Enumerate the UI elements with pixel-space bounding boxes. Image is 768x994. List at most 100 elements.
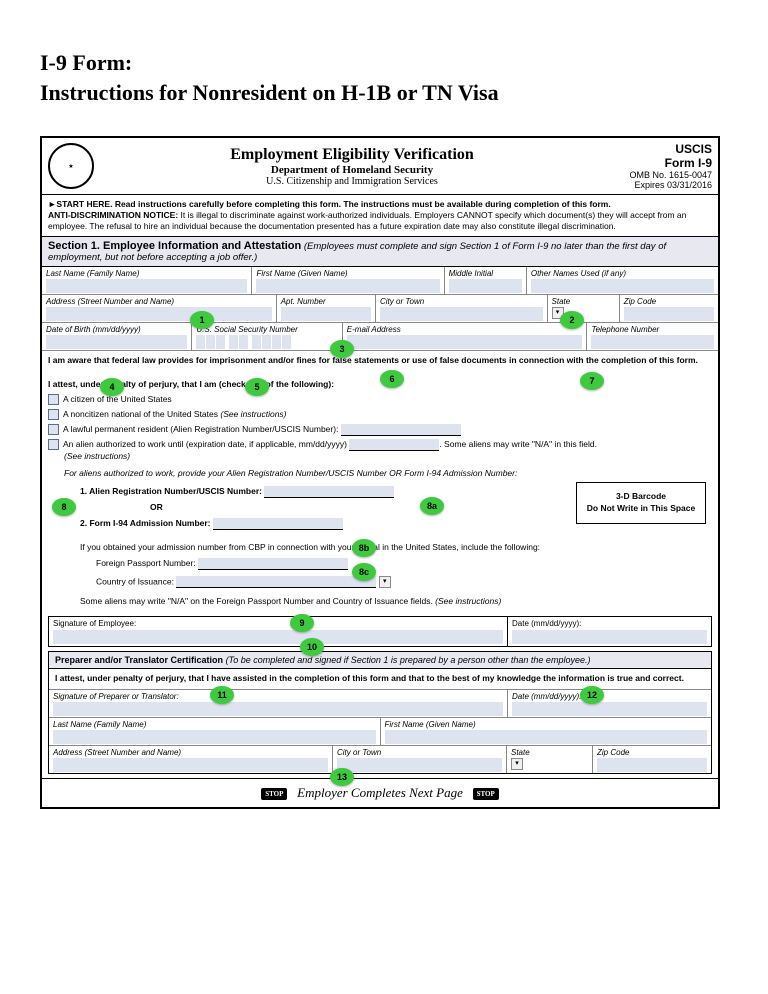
prep-sig-input[interactable] bbox=[53, 702, 503, 716]
prep-city-input[interactable] bbox=[337, 758, 502, 772]
passport-label: Foreign Passport Number: bbox=[96, 558, 196, 568]
marker-12: 12 bbox=[580, 686, 604, 704]
form-no: Form I-9 bbox=[602, 156, 712, 170]
attestation-block: I am aware that federal law provides for… bbox=[42, 351, 718, 612]
page: I-9 Form: Instructions for Nonresident o… bbox=[0, 0, 768, 829]
section1-title: Section 1. Employee Information and Atte… bbox=[48, 240, 301, 252]
state-label: State bbox=[552, 297, 615, 306]
cbp-text: If you obtained your admission number fr… bbox=[80, 542, 540, 552]
footer-text: Employer Completes Next Page bbox=[297, 785, 463, 800]
email-label: E-mail Address bbox=[347, 325, 583, 334]
dob-input[interactable] bbox=[46, 335, 187, 349]
last-name-label: Last Name (Family Name) bbox=[46, 269, 247, 278]
dob-row: Date of Birth (mm/dd/yyyy) U.S. Social S… bbox=[42, 323, 718, 351]
marker-13: 13 bbox=[330, 768, 354, 786]
lpr-checkbox[interactable] bbox=[48, 424, 59, 435]
country-dropdown[interactable]: ▾ bbox=[379, 576, 391, 588]
page-title-2: Instructions for Nonresident on H-1B or … bbox=[40, 80, 728, 106]
ssn-boxes[interactable] bbox=[196, 335, 337, 349]
marker-8: 8 bbox=[52, 498, 76, 516]
perjury-text: I attest, under penalty of perjury, that… bbox=[48, 379, 334, 389]
other-names-input[interactable] bbox=[531, 279, 714, 293]
alien-reg-input[interactable] bbox=[264, 486, 394, 498]
opt4a: An alien authorized to work until (expir… bbox=[63, 439, 347, 449]
emp-date-label: Date (mm/dd/yyyy): bbox=[512, 619, 581, 628]
prep-first-label: First Name (Given Name) bbox=[385, 720, 708, 729]
emp-sig-input[interactable] bbox=[53, 630, 503, 644]
ssn-label: U.S. Social Security Number bbox=[196, 325, 337, 334]
mi-input[interactable] bbox=[449, 279, 522, 293]
marker-8a: 8a bbox=[420, 497, 444, 515]
apt-input[interactable] bbox=[281, 307, 371, 321]
noncitizen-checkbox[interactable] bbox=[48, 409, 59, 420]
passport-input[interactable] bbox=[198, 558, 348, 570]
marker-4: 4 bbox=[100, 378, 124, 396]
na-note: Some aliens may write "N/A" on the Forei… bbox=[80, 596, 501, 606]
prep-state-dropdown[interactable]: ▾ bbox=[511, 758, 523, 770]
preparer-title: Preparer and/or Translator Certification bbox=[55, 655, 223, 665]
prep-city-label: City or Town bbox=[337, 748, 502, 757]
citizen-checkbox[interactable] bbox=[48, 394, 59, 405]
omb: OMB No. 1615-0047 bbox=[602, 170, 712, 180]
prep-first-input[interactable] bbox=[385, 730, 708, 744]
dhs-seal-icon: ★ bbox=[48, 143, 94, 189]
marker-9: 9 bbox=[290, 614, 314, 632]
prep-date-input[interactable] bbox=[512, 702, 707, 716]
barcode1: 3-D Barcode bbox=[616, 491, 666, 501]
alien-checkbox[interactable] bbox=[48, 439, 59, 450]
aware-text: I am aware that federal law provides for… bbox=[48, 355, 698, 365]
marker-7: 7 bbox=[580, 372, 604, 390]
emp-sig-label: Signature of Employee: bbox=[53, 619, 136, 628]
city-input[interactable] bbox=[380, 307, 543, 321]
lpr-number-input[interactable] bbox=[341, 424, 461, 436]
form-dept: Department of Homeland Security bbox=[102, 164, 602, 176]
marker-5: 5 bbox=[245, 378, 269, 396]
marker-11: 11 bbox=[210, 686, 234, 704]
opt3: A lawful permanent resident (Alien Regis… bbox=[63, 424, 338, 434]
opt2: A noncitizen national of the United Stat… bbox=[63, 409, 287, 419]
other-names-label: Other Names Used (if any) bbox=[531, 269, 714, 278]
address-row: Address (Street Number and Name) Apt. Nu… bbox=[42, 295, 718, 323]
first-name-input[interactable] bbox=[256, 279, 439, 293]
email-input[interactable] bbox=[347, 335, 583, 349]
mi-label: Middle Initial bbox=[449, 269, 522, 278]
marker-8c: 8c bbox=[352, 563, 376, 581]
preparer-attest: I attest, under penalty of perjury, that… bbox=[55, 673, 684, 683]
prep-sig-label: Signature of Preparer or Translator: bbox=[53, 692, 503, 701]
emp-date-input[interactable] bbox=[512, 630, 707, 644]
prep-zip-input[interactable] bbox=[597, 758, 707, 772]
country-input[interactable] bbox=[176, 576, 376, 588]
or-label: OR bbox=[150, 502, 163, 512]
i94-input[interactable] bbox=[213, 518, 343, 530]
header-right: USCIS Form I-9 OMB No. 1615-0047 Expires… bbox=[602, 142, 712, 190]
address-input[interactable] bbox=[46, 307, 272, 321]
barcode-box: 3-D Barcode Do Not Write in This Space bbox=[576, 482, 706, 524]
alien-date-input[interactable] bbox=[349, 439, 439, 451]
zip-input[interactable] bbox=[624, 307, 714, 321]
preparer-sub: (To be completed and signed if Section 1… bbox=[226, 655, 591, 665]
form-footer: STOP Employer Completes Next Page STOP bbox=[42, 778, 718, 807]
last-name-input[interactable] bbox=[46, 279, 247, 293]
prep-state-label: State bbox=[511, 748, 588, 757]
phone-input[interactable] bbox=[591, 335, 714, 349]
opt1: A citizen of the United States bbox=[63, 394, 172, 404]
country-label: Country of Issuance: bbox=[96, 576, 174, 586]
barcode2: Do Not Write in This Space bbox=[587, 503, 695, 513]
preparer-header: Preparer and/or Translator Certification… bbox=[49, 652, 711, 669]
anti-title: ANTI-DISCRIMINATION NOTICE: bbox=[48, 210, 178, 220]
prep-last-input[interactable] bbox=[53, 730, 376, 744]
form-title: Employment Eligibility Verification bbox=[102, 146, 602, 164]
marker-6: 6 bbox=[380, 370, 404, 388]
name-row: Last Name (Family Name) First Name (Give… bbox=[42, 267, 718, 295]
marker-8b: 8b bbox=[352, 539, 376, 557]
prep-addr-input[interactable] bbox=[53, 758, 328, 772]
prep-addr-label: Address (Street Number and Name) bbox=[53, 748, 328, 757]
opt4c: (See instructions) bbox=[64, 451, 130, 461]
first-name-label: First Name (Given Name) bbox=[256, 269, 439, 278]
prep-last-label: Last Name (Family Name) bbox=[53, 720, 376, 729]
phone-label: Telephone Number bbox=[591, 325, 714, 334]
num2-label: 2. Form I-94 Admission Number: bbox=[80, 518, 211, 528]
preparer-block: Preparer and/or Translator Certification… bbox=[48, 651, 712, 774]
employee-sig-row: Signature of Employee: Date (mm/dd/yyyy)… bbox=[48, 616, 712, 647]
section1-header: Section 1. Employee Information and Atte… bbox=[42, 237, 718, 267]
